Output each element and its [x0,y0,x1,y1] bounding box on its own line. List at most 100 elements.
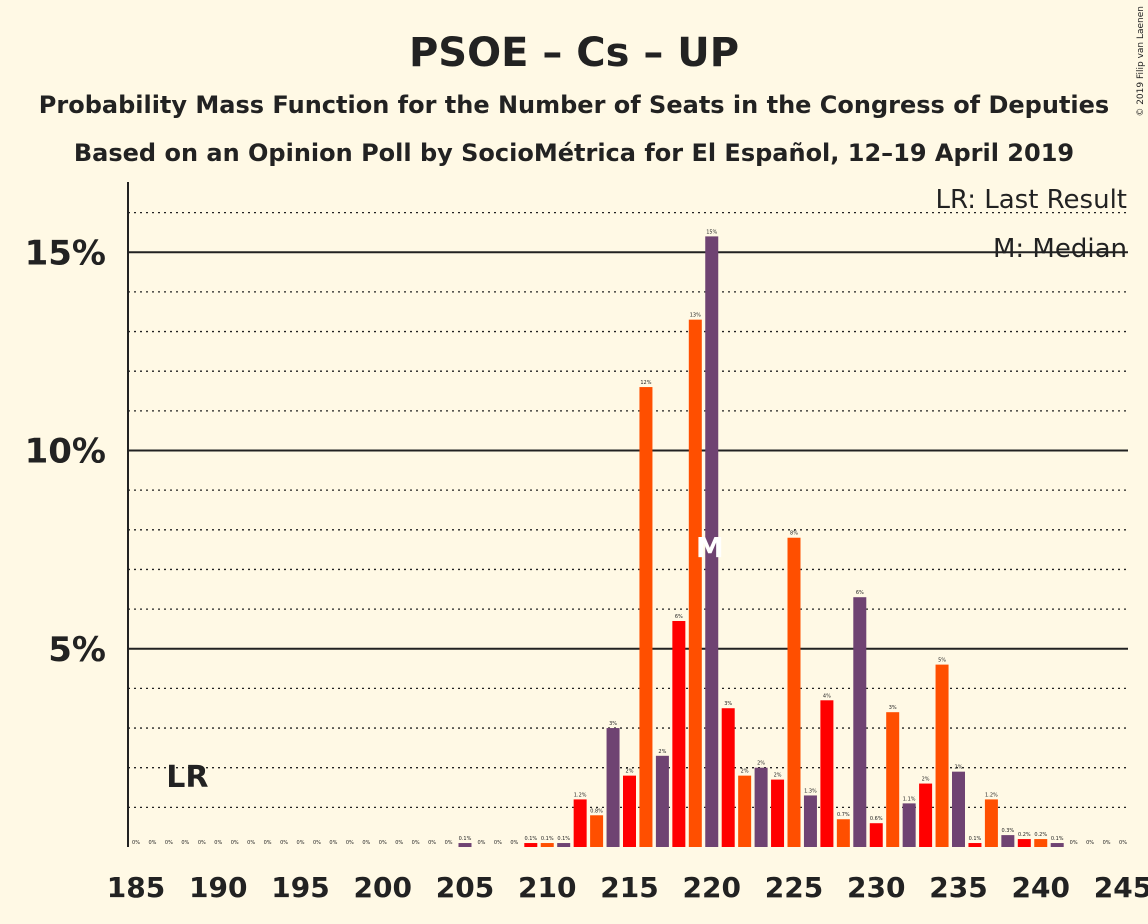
bar [1050,843,1064,847]
bar [721,708,735,847]
bar [573,799,587,847]
bar-value-label: 0.3% [1001,828,1014,834]
bar-value-label: 0% [247,840,255,846]
bar-value-label: 3% [724,701,732,707]
bar-value-label: 0.6% [870,816,883,822]
chart-subtitle: Probability Mass Function for the Number… [39,91,1109,119]
legend-median: M: Median [993,234,1127,264]
x-tick-label: 220 [683,871,741,904]
bar-value-label: 0% [165,840,173,846]
bar-value-label: 0% [1070,840,1078,846]
x-tick-label: 240 [1012,871,1070,904]
bar [540,843,554,847]
bar-value-label: 2% [757,761,765,767]
bar [853,597,867,847]
bar-value-label: 0% [362,840,370,846]
bar [886,712,900,847]
bar-value-label: 0% [1103,840,1111,846]
bar-value-label: 0.1% [969,836,982,842]
bar-value-label: 0% [428,840,436,846]
bar-value-label: 2% [626,769,634,775]
bar-value-label: 0.1% [557,836,570,842]
bar [771,779,785,847]
bar-value-label: 2% [922,777,930,783]
bar-value-label: 0.1% [541,836,554,842]
bar [458,843,472,847]
bar [984,799,998,847]
bar-value-label: 2% [741,769,749,775]
x-tick-label: 185 [107,871,165,904]
bar-value-label: 0.1% [1051,836,1064,842]
bar [606,728,620,847]
bar [688,319,702,847]
x-tick-label: 195 [271,871,329,904]
chart-title: PSOE – Cs – UP [409,30,739,76]
y-tick-label: 10% [25,432,106,472]
bar [672,620,686,847]
bar-value-label: 0% [148,840,156,846]
bar [705,236,719,847]
bar-value-label: 13% [690,313,701,319]
bar [1017,839,1031,847]
bar-value-label: 8% [790,531,798,537]
y-axis-tick-labels: 5% 10% 15% [25,233,106,670]
x-tick-label: 225 [765,871,823,904]
bar [836,819,850,847]
x-tick-label: 200 [354,871,412,904]
bar-value-label: 15% [706,229,717,235]
bar-value-label: 4% [823,693,831,699]
bar-value-label: 0% [494,840,502,846]
bar-value-label: 0% [264,840,272,846]
grid-lines [128,211,1128,808]
x-tick-label: 205 [436,871,494,904]
bar [1034,839,1048,847]
bar-value-label: 2% [658,749,666,755]
bar-value-labels: 0% 0% 0% 0% 0% 0% 0% 0% 0% 0% 0% 0% 0% 0% 0% 0% 0% 0% 0% 0%… [132,229,1127,846]
bar-value-label: 0% [395,840,403,846]
bar-value-label: 0% [231,840,239,846]
bar [968,843,982,847]
x-tick-label: 245 [1094,871,1148,904]
bar-value-label: 6% [856,590,864,596]
bar-value-label: 0% [1119,840,1127,846]
bar-value-label: 0% [297,840,305,846]
bar-value-label: 0% [280,840,288,846]
bar-value-label: 0.8% [590,808,603,814]
bar-value-label: 2% [774,773,782,779]
bar-value-label: 0% [132,840,140,846]
x-tick-label: 230 [847,871,905,904]
median-marker: M [696,531,724,564]
bar-value-label: 3% [609,721,617,727]
bar [623,775,636,847]
bar [902,803,916,847]
x-tick-label: 235 [929,871,987,904]
copyright-notice: © 2019 Filip van Laenen [1136,6,1146,117]
bar-value-label: 1.3% [804,788,817,794]
bar-value-label: 0% [198,840,206,846]
bar [952,771,965,847]
bar-series [458,236,1064,847]
x-tick-label: 210 [518,871,576,904]
y-tick-label: 15% [25,233,106,273]
legend-last-result: LR: Last Result [935,185,1127,215]
bar-value-label: 0.1% [524,836,537,842]
bar [590,815,604,847]
x-tick-label: 190 [189,871,247,904]
bar [919,783,933,847]
bar-value-label: 0% [346,840,354,846]
bar-value-label: 0% [181,840,189,846]
bar-value-label: 6% [675,614,683,620]
bar-value-label: 0% [510,840,518,846]
bar [1001,835,1015,847]
bar-value-label: 12% [640,380,651,386]
bar-value-label: 0% [477,840,485,846]
x-tick-label: 215 [600,871,658,904]
bar [524,843,538,847]
bar-value-label: 1.2% [985,792,998,798]
chart-source-subtitle: Based on an Opinion Poll by SocioMétrica… [74,139,1074,167]
bar-value-label: 0.1% [459,836,472,842]
bar-value-label: 0% [445,840,453,846]
last-result-marker: LR [166,760,208,795]
bar-value-label: 5% [938,658,946,664]
